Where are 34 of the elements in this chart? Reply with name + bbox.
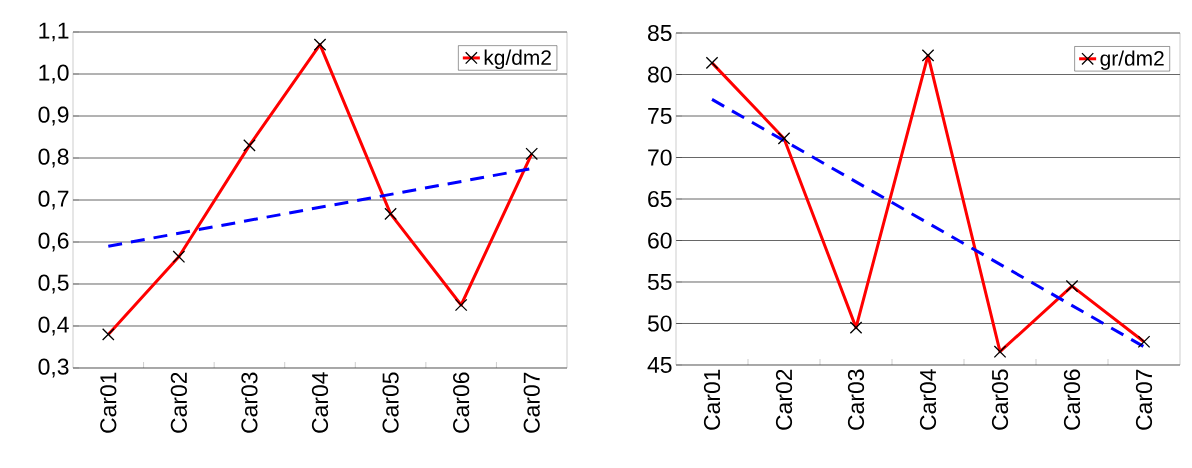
- x-tick-label: Car02: [170, 372, 187, 433]
- y-tick-label: 75: [648, 108, 672, 124]
- y-tick-label: 80: [648, 66, 672, 83]
- legend-label: kg/dm2: [484, 49, 551, 70]
- x-tick-label: Car07: [523, 372, 540, 433]
- y-tick-label: 85: [648, 24, 672, 42]
- y-tick-label: 50: [647, 315, 672, 332]
- y-tick-label: 0,4: [38, 316, 69, 336]
- y-tick-label: 60: [648, 232, 672, 249]
- x-tick-label: Car04: [919, 369, 937, 430]
- x-tick-label: Car03: [847, 369, 865, 430]
- x-tick-label: Car01: [703, 369, 721, 430]
- y-tick-label: 1,1: [39, 22, 69, 42]
- y-tick-label: 0,3: [38, 358, 69, 378]
- y-tick-label: 55: [647, 274, 672, 290]
- y-tick-label: 65: [648, 190, 672, 208]
- y-tick-label: 0,7: [38, 190, 69, 210]
- y-tick-label: 70: [648, 149, 672, 166]
- y-tick-label: 0,6: [38, 232, 69, 252]
- x-tick-label: Car04: [311, 372, 329, 433]
- x-tick-label: Car06: [1063, 369, 1081, 430]
- y-tick-label: 0,5: [38, 274, 69, 294]
- x-tick-label: Car05: [991, 369, 1009, 430]
- x-tick-label: Car03: [241, 372, 258, 433]
- legend-label: gr/dm2: [1100, 50, 1164, 70]
- x-tick-label: Car06: [453, 372, 470, 433]
- y-tick-label: 45: [647, 357, 672, 373]
- x-tick-label: Car02: [775, 369, 793, 430]
- x-tick-label: Car01: [100, 372, 117, 433]
- x-tick-label: Car07: [1135, 369, 1153, 430]
- y-tick-label: 1,0: [39, 64, 69, 84]
- y-tick-label: 0,8: [38, 148, 69, 168]
- y-tick-label: 0,9: [38, 106, 69, 126]
- x-tick-label: Car05: [382, 372, 399, 433]
